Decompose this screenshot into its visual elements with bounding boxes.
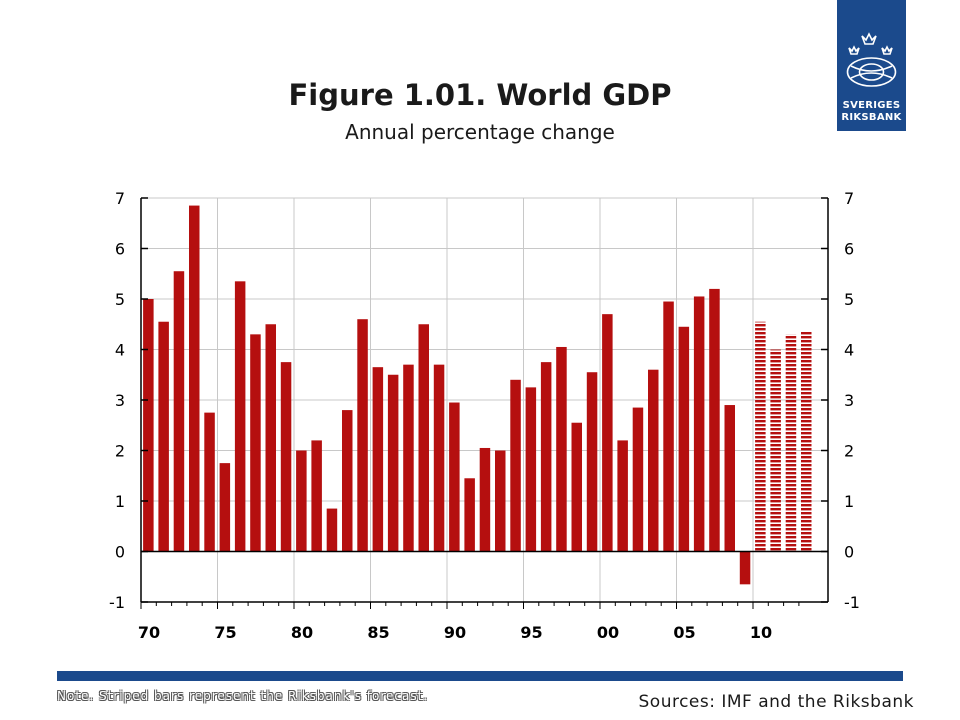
y-tick-label-left: -1 — [109, 593, 125, 612]
bar-forecast-2013 — [801, 331, 812, 552]
bar-1975 — [219, 463, 231, 552]
bar-2004 — [663, 301, 674, 552]
x-tick-label-85: 85 — [367, 623, 389, 642]
x-tick-label-90: 90 — [444, 623, 466, 642]
bar-1983 — [342, 410, 353, 552]
bar-1980 — [296, 450, 307, 552]
bar-1989 — [433, 364, 445, 552]
y-tick-label-left: 5 — [115, 290, 125, 309]
y-tick-label-left: 7 — [115, 189, 125, 208]
bar-1992 — [479, 447, 491, 552]
y-tick-label-right: 7 — [844, 189, 854, 208]
bar-1982 — [326, 508, 338, 552]
bar-forecast-2012 — [785, 334, 797, 552]
x-tick-label-75: 75 — [214, 623, 236, 642]
bar-2002 — [632, 407, 644, 552]
y-tick-label-right: 6 — [844, 240, 854, 259]
bar-forecast-2011 — [770, 349, 781, 552]
x-tick-label-70: 70 — [138, 623, 160, 642]
bar-1976 — [234, 281, 246, 552]
bar-2007 — [709, 288, 720, 552]
bar-1988 — [418, 324, 429, 552]
y-tick-label-right: 1 — [844, 492, 854, 511]
y-tick-label-left: 6 — [115, 240, 125, 259]
x-tick-label-00: 00 — [597, 623, 619, 642]
y-tick-label-right: 3 — [844, 391, 854, 410]
chart-subtitle: Annual percentage change — [345, 120, 615, 144]
bar-1996 — [540, 362, 552, 552]
bar-1972 — [173, 271, 185, 552]
bar-1981 — [311, 440, 322, 552]
x-tick-label-95: 95 — [520, 623, 542, 642]
bar-1998 — [571, 422, 582, 552]
bar-2008 — [724, 405, 735, 552]
bar-1978 — [265, 324, 276, 552]
bar-1984 — [357, 319, 368, 552]
y-tick-label-right: -1 — [844, 593, 860, 612]
bar-1993 — [495, 450, 506, 552]
bar-1999 — [586, 372, 598, 552]
y-tick-label-right: 5 — [844, 290, 854, 309]
bar-1971 — [158, 321, 169, 552]
y-tick-label-left: 3 — [115, 391, 125, 410]
y-tick-label-right: 2 — [844, 442, 854, 461]
bar-1995 — [525, 387, 537, 552]
bar-1970 — [143, 299, 154, 552]
bar-1985 — [372, 367, 384, 552]
y-tick-label-right: 0 — [844, 543, 854, 562]
bar-1973 — [189, 205, 200, 552]
sources-text: Sources: IMF and the Riksbank — [638, 692, 914, 712]
bar-2003 — [648, 369, 659, 552]
bar-1997 — [556, 346, 567, 552]
x-tick-label-10: 10 — [750, 623, 772, 642]
bar-1987 — [403, 364, 414, 552]
y-tick-label-left: 2 — [115, 442, 125, 461]
logo-line-sveriges: SVERIGES — [842, 100, 901, 111]
logo-line-riksbank: RIKSBANK — [841, 112, 902, 123]
riksbank-logo: SVERIGES RIKSBANK — [837, 0, 906, 131]
x-tick-label-80: 80 — [291, 623, 313, 642]
y-tick-label-left: 1 — [115, 492, 125, 511]
y-tick-label-left: 0 — [115, 543, 125, 562]
forecast-note: Note. Striped bars represent the Riksban… — [57, 689, 429, 703]
bar-forecast-2010 — [755, 321, 766, 552]
bar-1990 — [449, 402, 460, 552]
bar-1979 — [280, 362, 292, 552]
bar-1977 — [250, 334, 261, 552]
y-tick-label-left: 4 — [115, 341, 125, 360]
chart-title: Figure 1.01. World GDP — [288, 78, 672, 112]
bar-2000 — [602, 314, 613, 552]
x-tick-label-05: 05 — [673, 623, 695, 642]
crown-emblem-icon — [846, 32, 897, 87]
bar-1974 — [204, 412, 215, 552]
bar-2006 — [693, 296, 705, 552]
y-tick-label-right: 4 — [844, 341, 854, 360]
footer-divider — [57, 671, 903, 681]
bar-1994 — [510, 379, 521, 552]
bar-1991 — [464, 478, 475, 552]
bar-2001 — [617, 440, 628, 552]
bar-2009 — [739, 551, 751, 585]
bar-1986 — [387, 374, 399, 552]
bar-2005 — [678, 326, 690, 552]
